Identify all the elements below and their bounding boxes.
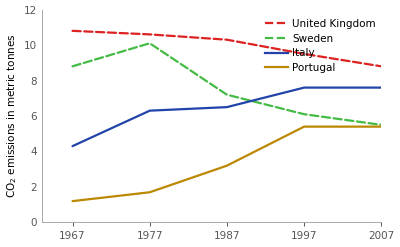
Line: Sweden: Sweden — [72, 43, 381, 125]
Y-axis label: CO$_2$ emissions in metric tonnes: CO$_2$ emissions in metric tonnes — [6, 34, 19, 198]
Line: United Kingdom: United Kingdom — [72, 31, 381, 66]
Portugal — [379, 125, 384, 128]
Portugal — [70, 200, 75, 203]
United Kingdom — [379, 65, 384, 68]
Sweden — [147, 42, 152, 45]
Portugal — [224, 164, 229, 167]
Legend: United Kingdom, Sweden, Italy, Portugal: United Kingdom, Sweden, Italy, Portugal — [261, 15, 380, 77]
Italy — [379, 86, 384, 89]
Line: Portugal: Portugal — [72, 127, 381, 201]
United Kingdom — [70, 29, 75, 32]
United Kingdom — [147, 33, 152, 36]
United Kingdom — [224, 38, 229, 41]
United Kingdom — [302, 52, 306, 55]
Sweden — [379, 123, 384, 126]
Portugal — [302, 125, 306, 128]
Italy — [147, 109, 152, 112]
Italy — [302, 86, 306, 89]
Line: Italy: Italy — [72, 88, 381, 146]
Sweden — [70, 65, 75, 68]
Italy — [224, 106, 229, 109]
Portugal — [147, 191, 152, 194]
Sweden — [224, 93, 229, 96]
Italy — [70, 145, 75, 148]
Sweden — [302, 113, 306, 116]
